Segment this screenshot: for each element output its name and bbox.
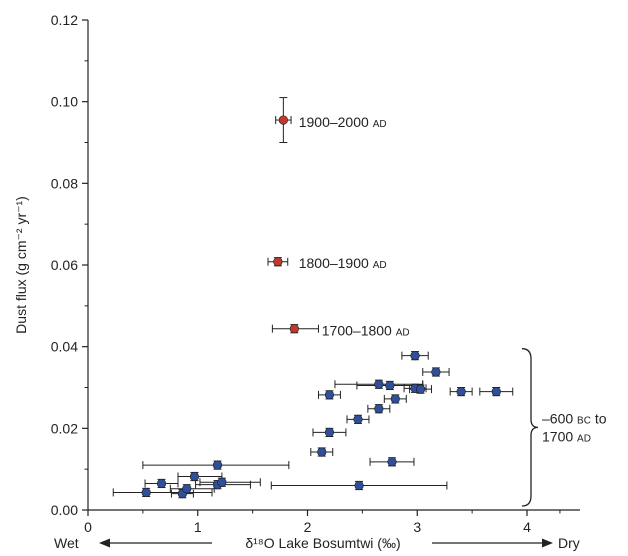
data-point [278,115,288,125]
axis-ticks: 0 1 2 3 4 0.00 0.02 0.04 0.06 0.08 0.10 0.12 [51,12,561,535]
y-tick-label: 0.00 [51,502,78,518]
error-bar [169,484,215,494]
data-point [353,414,363,424]
data-point [324,390,335,400]
y-tick-label: 0.08 [51,175,78,191]
x-axis-title: δ¹⁸O Lake Bosumtwi (‰) [245,535,400,551]
data-point [217,477,227,487]
y-tick-label: 0.12 [51,12,78,28]
data-points [141,115,501,499]
data-point [390,394,400,404]
x-label-dry: Dry [558,535,580,551]
data-point [431,367,441,377]
x-label-wet: Wet [54,535,79,551]
data-point [141,487,151,498]
data-point [156,478,167,489]
data-point [374,404,384,414]
x-tick-label: 4 [523,519,531,535]
data-point [354,480,364,491]
x-tick-label: 1 [194,519,202,535]
data-point [324,427,335,438]
bracket-label-line2: 1700 AD [542,428,591,444]
x-tick-label: 0 [84,519,92,535]
data-point [415,384,426,394]
annotations: 1900–2000 AD 1800–1900 AD 1700–1800 AD [299,114,410,338]
bracket-brace [521,348,539,507]
data-point [273,257,283,267]
y-axis-title: Dust flux (g cm⁻² yr⁻¹) [13,196,29,334]
data-point [182,484,192,494]
error-bar [112,487,213,498]
data-point [410,351,420,361]
bracket-label-line1: –600 BC to [542,410,607,426]
y-tick-label: 0.04 [51,339,78,355]
point-annotation: 1900–2000 AD [299,114,387,130]
x-tick-label: 2 [304,519,312,535]
wet-arrow-head-icon [99,538,110,548]
data-point [212,460,223,470]
data-point [189,471,200,482]
data-point [456,386,466,397]
point-annotation: 1700–1800 AD [322,322,410,338]
data-point [317,447,327,457]
data-point [374,379,384,389]
y-tick-label: 0.06 [51,257,78,273]
data-point [387,457,397,467]
data-point [385,380,395,391]
y-tick-label: 0.02 [51,420,78,436]
point-annotation: 1800–1900 AD [299,255,387,271]
data-point [491,386,501,397]
x-tick-label: 3 [413,519,421,535]
y-tick-label: 0.10 [51,94,78,110]
error-bars [112,97,514,499]
dry-arrow-head-icon [542,538,553,548]
data-point [289,324,299,334]
